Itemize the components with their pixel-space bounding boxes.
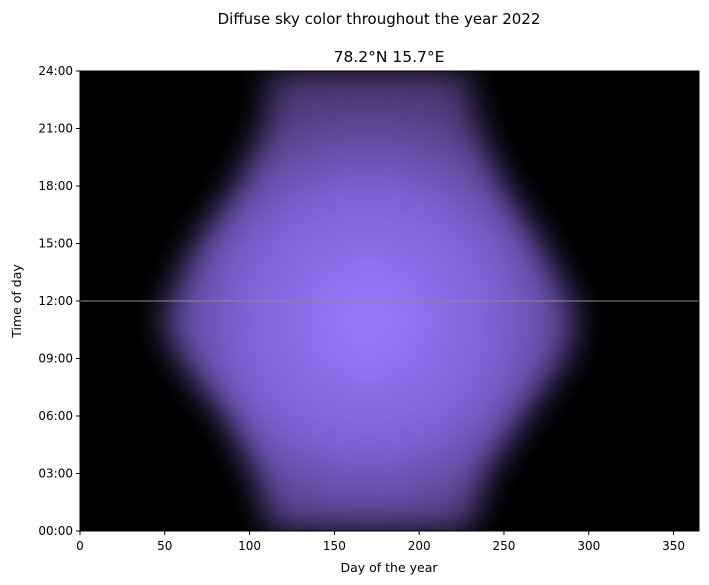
y-tick-label: 21:00 [38, 122, 73, 136]
y-axis-label: Time of day [9, 264, 24, 339]
y-tick-label: 03:00 [38, 467, 73, 481]
y-tick-label: 12:00 [38, 294, 73, 308]
x-axis-label: Day of the year [340, 560, 438, 575]
x-tick-label: 250 [493, 539, 516, 553]
x-tick-label: 300 [577, 539, 600, 553]
x-tick-label: 200 [408, 539, 431, 553]
y-tick-label: 15:00 [38, 237, 73, 251]
y-tick-label: 00:00 [38, 524, 73, 538]
y-tick-label: 24:00 [38, 64, 73, 78]
y-tick-label: 06:00 [38, 409, 73, 423]
x-tick-label: 50 [157, 539, 172, 553]
y-tick-label: 09:00 [38, 352, 73, 366]
x-tick-label: 350 [662, 539, 685, 553]
chart-title: 78.2°N 15.7°E [334, 48, 445, 66]
x-tick-label: 100 [238, 539, 261, 553]
y-tick-label: 18:00 [38, 179, 73, 193]
x-tick-label: 0 [76, 539, 84, 553]
chart-suptitle: Diffuse sky color throughout the year 20… [218, 10, 541, 28]
plot-area: 0 50 100 150 200 250 300 350 00:00 03:00 06:00 09:0… [38, 64, 700, 553]
x-tick-label: 150 [323, 539, 346, 553]
